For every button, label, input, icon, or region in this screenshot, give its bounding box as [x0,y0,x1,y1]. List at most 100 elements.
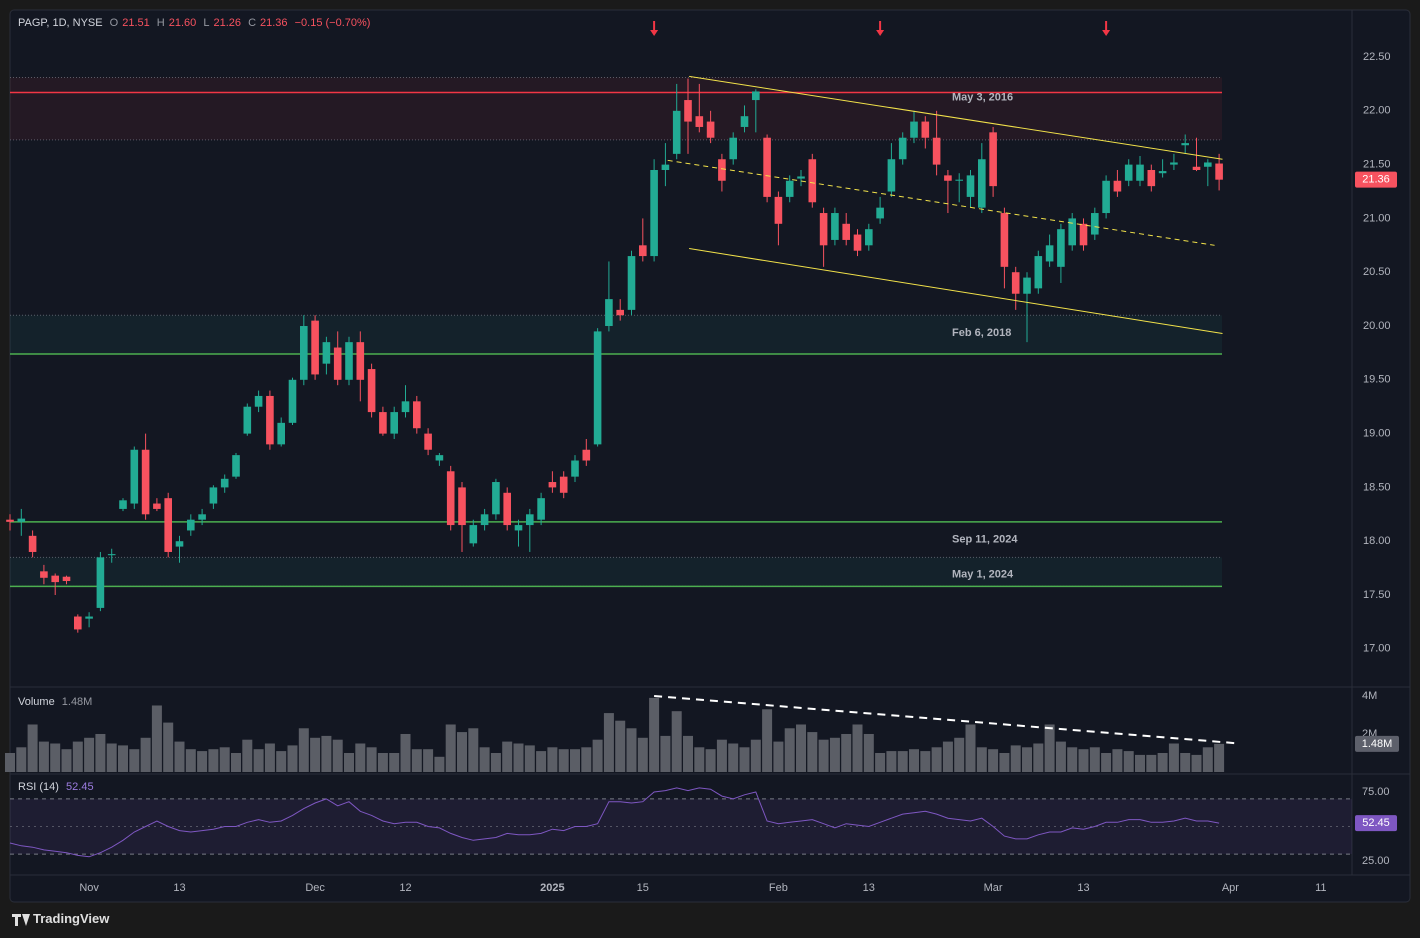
legend-label: C [248,17,257,29]
candle-body [1204,162,1212,167]
volume-bar [660,735,671,772]
volume-bar [524,745,535,772]
y-tick-label: 19.50 [1363,374,1391,386]
x-tick-label: Nov [79,882,99,894]
volume-bar [1055,741,1066,772]
candle-body [1136,164,1144,181]
volume-bar [1112,749,1123,772]
volume-legend: Volume 1.48M [18,696,96,708]
candle-body [401,401,410,413]
candle-body [1023,277,1031,294]
candle-body [932,137,941,165]
candle-body [492,482,500,515]
volume-bar [750,739,761,772]
trendline [667,159,1215,246]
candle-body [62,576,71,582]
volume-bar [1146,754,1157,772]
rsi-tag-label: 52.45 [1362,817,1390,829]
candle-body [729,137,738,160]
volume-bar [479,747,490,772]
candle-body [639,245,647,257]
candle-body [356,342,365,380]
volume-bar [728,743,739,772]
volume-bar [739,747,750,772]
volume-bar [807,732,818,772]
volume-bar [389,752,400,772]
volume-bar [106,743,117,772]
y-tick-label: 18.50 [1363,481,1391,493]
candle-body [119,500,127,509]
volume-bar [558,749,569,772]
candle-body [978,159,986,208]
symbol: PAGP, 1D, NYSE [18,17,103,29]
candle-body [1113,180,1122,192]
candle-body [559,476,568,493]
volume-bar [5,752,15,772]
candle-body [435,455,444,461]
y-tick-label: 17.50 [1363,589,1391,601]
volume-bar [1214,743,1225,772]
candle-body [616,309,625,316]
candle-body [469,525,478,544]
rsi-legend: RSI (14) 52.45 [18,781,98,793]
volume-bar [411,749,422,772]
trendline [689,248,1223,335]
legend-value: 21.51 [122,17,150,29]
candle-body [1147,169,1156,187]
candle-body [424,433,432,450]
volume-bar [705,749,716,772]
volume-bar [513,743,524,772]
candle-body [1057,229,1065,267]
candle-body [130,449,139,504]
rsi-title: RSI (14) [18,781,59,793]
candle-body [209,487,218,504]
volume-bar [796,724,807,772]
x-tick-label: Apr [1222,882,1239,894]
legend-label: L [203,17,210,29]
volume-bar [863,733,874,772]
volume-bar [231,752,242,772]
candle-body [28,535,37,552]
rsi-line [9,787,1220,858]
x-tick-label: Feb [769,882,788,894]
volume-bar [321,735,332,772]
candle-body [96,557,105,608]
volume-bar [1067,747,1078,772]
arrow-marker [650,21,659,36]
volume-title: Volume [18,696,55,708]
volume-bar [999,752,1010,772]
volume-bar [1033,743,1044,772]
candle-body [1045,245,1054,262]
legend-value: 21.26 [213,17,241,29]
candle-body [85,616,93,619]
candle-body [51,575,60,583]
volume-bar [27,724,38,772]
candle-body [1192,166,1201,170]
candle-body [785,180,794,197]
volume-bar [174,741,185,772]
candle-body [1091,213,1099,235]
y-tick-label: 4M [1362,690,1377,702]
volume-bar [332,739,343,772]
candle-body [910,121,918,138]
volume-bar [829,737,840,772]
x-tick-label: 13 [173,882,185,894]
candle-body [345,342,353,380]
volume-bar [694,747,705,772]
price-tag [1355,171,1397,188]
legend-value: 21.36 [260,17,288,29]
legend-label: H [156,17,165,29]
candle-body [582,449,591,461]
volume-bar [400,733,411,772]
volume-bar [118,745,129,772]
candle-body [322,342,331,364]
y-tick-label: 20.00 [1363,320,1391,332]
volume-bar [976,747,987,772]
legend-label: O [109,17,119,29]
volume-bar [965,724,976,772]
volume-bar [852,724,863,772]
candle-body [650,169,658,257]
candle-body [266,395,274,445]
y-tick-label: 25.00 [1362,855,1390,867]
